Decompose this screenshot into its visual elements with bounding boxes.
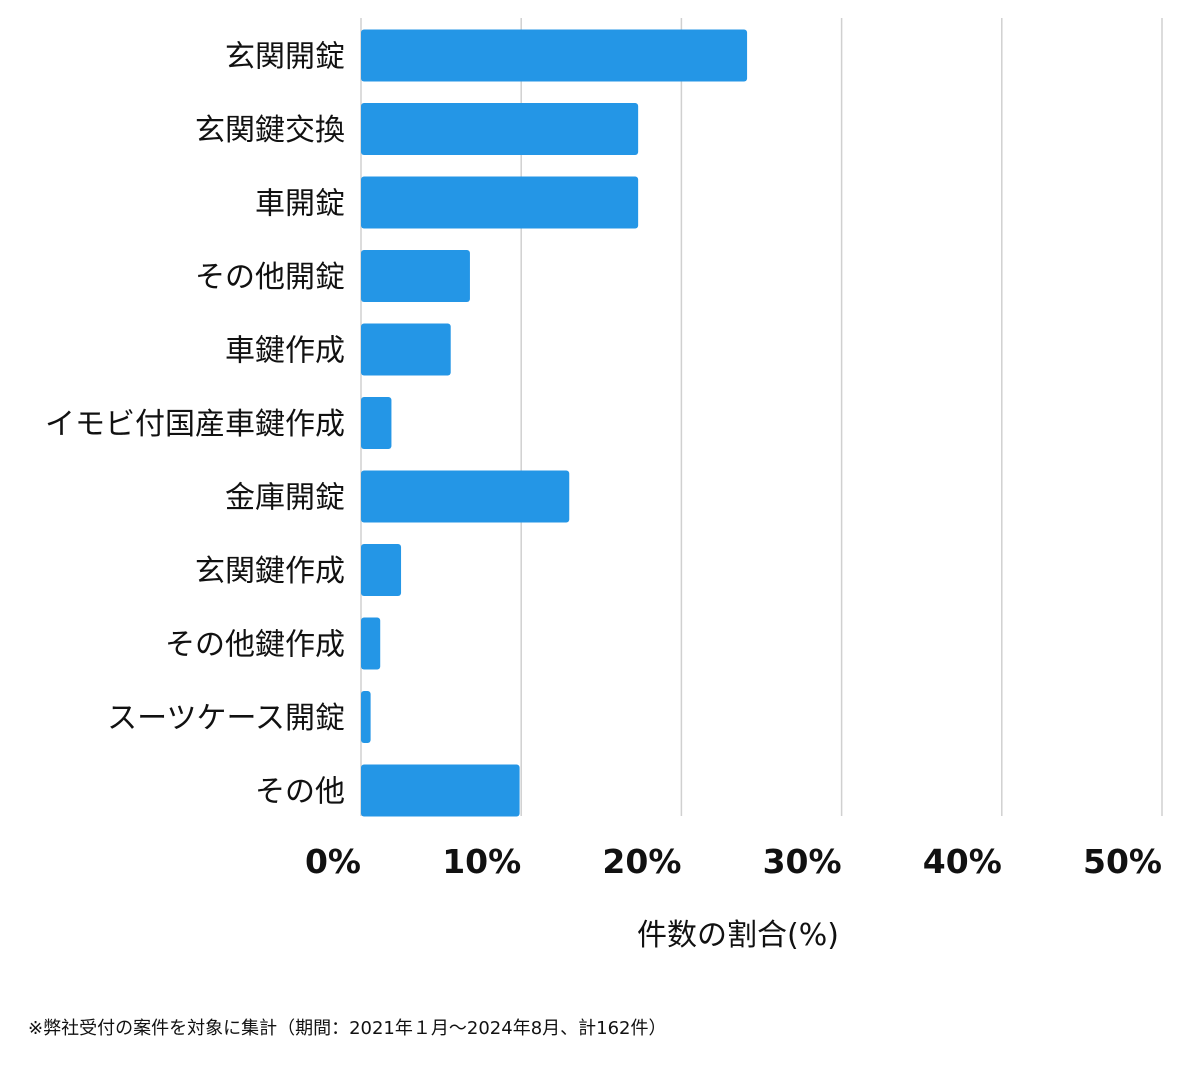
bar [361,397,392,449]
category-label: その他鍵作成 [165,628,345,663]
category-label: 玄関鍵作成 [195,554,345,589]
bar-chart: 玄関開錠玄関鍵交換車開錠その他開錠車鍵作成イモビ付国産車鍵作成金庫開錠玄関鍵作成… [45,18,1163,953]
x-tick-label: 0% [305,842,361,881]
footnote: ※弊社受付の案件を対象に集計（期間：2021年１月〜2024年8月、計162件） [28,1018,667,1039]
bar [361,103,639,155]
x-tick-label: 20% [602,842,681,881]
x-tick-labels: 0% 10% 20% 30% 40% 50% [305,842,1162,881]
category-label: 金庫開錠 [225,481,345,516]
category-label: イモビ付国産車鍵作成 [45,407,345,442]
bar [361,29,748,82]
x-tick-label: 40% [923,842,1002,881]
category-label: その他開錠 [195,260,345,295]
bar [361,544,402,596]
category-label: 玄関開錠 [225,40,345,75]
bar [361,323,451,376]
category-label: 車開錠 [255,187,345,222]
bar [361,250,470,302]
x-tick-label: 10% [442,842,521,881]
bar [361,691,371,743]
category-labels: 玄関開錠玄関鍵交換車開錠その他開錠車鍵作成イモビ付国産車鍵作成金庫開錠玄関鍵作成… [45,40,345,810]
bar [361,176,639,229]
category-label: 玄関鍵交換 [195,113,345,148]
category-label: 車鍵作成 [225,334,345,369]
x-axis-title: 件数の割合(%) [637,918,839,953]
category-label: スーツケース開錠 [107,701,345,736]
bar [361,470,570,523]
x-tick-label: 50% [1083,842,1162,881]
x-tick-label: 30% [763,842,842,881]
bar [361,617,381,670]
category-label: その他 [255,775,345,810]
bar [361,764,520,817]
bars [361,29,748,817]
